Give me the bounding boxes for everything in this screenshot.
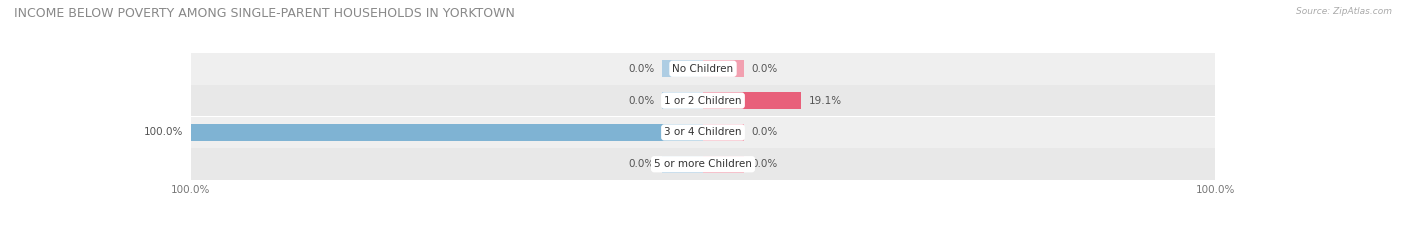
Bar (191, 124, 703, 141)
Bar (703, 92, 801, 109)
Text: 0.0%: 0.0% (628, 159, 654, 169)
Bar (662, 61, 703, 77)
Bar (191, 85, 1215, 116)
Text: 3 or 4 Children: 3 or 4 Children (664, 127, 742, 137)
Bar (662, 156, 703, 172)
Bar (191, 116, 1215, 148)
Bar (703, 156, 744, 172)
Text: 0.0%: 0.0% (752, 127, 778, 137)
Text: Source: ZipAtlas.com: Source: ZipAtlas.com (1296, 7, 1392, 16)
Bar (662, 92, 703, 109)
Bar (191, 53, 1215, 85)
Text: 0.0%: 0.0% (752, 159, 778, 169)
Text: INCOME BELOW POVERTY AMONG SINGLE-PARENT HOUSEHOLDS IN YORKTOWN: INCOME BELOW POVERTY AMONG SINGLE-PARENT… (14, 7, 515, 20)
Text: 1 or 2 Children: 1 or 2 Children (664, 96, 742, 106)
Bar (703, 61, 744, 77)
Text: 0.0%: 0.0% (628, 64, 654, 74)
Legend: Single Father, Single Mother: Single Father, Single Mother (607, 230, 799, 233)
Text: No Children: No Children (672, 64, 734, 74)
Bar (191, 148, 1215, 180)
Text: 19.1%: 19.1% (808, 96, 842, 106)
Bar (703, 124, 744, 141)
Text: 5 or more Children: 5 or more Children (654, 159, 752, 169)
Text: 100.0%: 100.0% (143, 127, 183, 137)
Text: 0.0%: 0.0% (628, 96, 654, 106)
Text: 0.0%: 0.0% (752, 64, 778, 74)
